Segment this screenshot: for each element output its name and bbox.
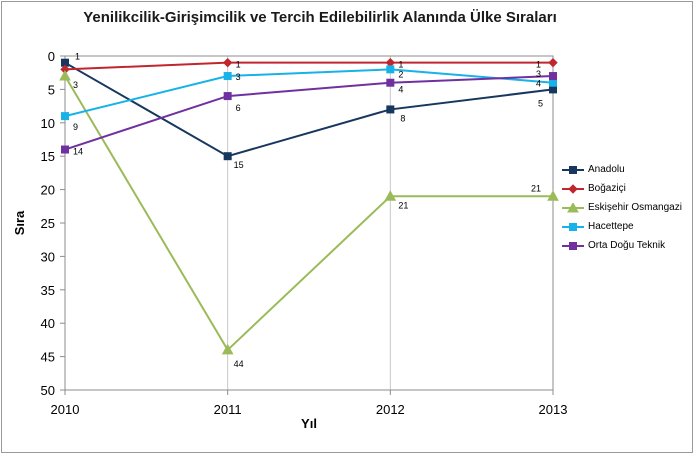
y-tick-label: 45 xyxy=(41,350,55,365)
series-line xyxy=(64,75,553,352)
legend-label: Eskişehir Osmangazi xyxy=(588,202,682,213)
data-point xyxy=(549,78,557,87)
data-label: 44 xyxy=(234,359,244,369)
legend-item: Boğaziçi xyxy=(562,179,692,198)
series-bo-azi-i xyxy=(60,57,558,75)
series-line xyxy=(64,61,553,71)
y-axis-label: Sıra xyxy=(12,210,27,235)
data-label: 1 xyxy=(536,60,541,70)
data-point xyxy=(548,57,558,68)
data-label: 3 xyxy=(236,72,241,82)
data-label: 8 xyxy=(400,113,405,123)
legend-marker xyxy=(569,165,577,174)
data-point xyxy=(223,152,232,161)
y-tick-label: 25 xyxy=(41,216,55,231)
legend-item: Anadolu xyxy=(562,160,692,179)
data-label: 21 xyxy=(531,183,541,193)
data-label: 21 xyxy=(398,200,408,210)
series-eski-ehir-osmangazi xyxy=(59,70,559,355)
data-label: 6 xyxy=(236,103,241,113)
series-hacettepe xyxy=(61,65,557,121)
data-label: 1 xyxy=(398,60,403,70)
data-point xyxy=(59,70,71,81)
series-orta-do-u-teknik xyxy=(61,72,557,154)
data-label: 5 xyxy=(538,98,543,108)
legend-label: Hacettepe xyxy=(588,221,634,232)
legend-item: Hacettepe xyxy=(562,217,692,236)
data-point xyxy=(386,105,395,114)
y-tick-label: 40 xyxy=(41,316,55,331)
data-point xyxy=(221,343,234,355)
legend-swatch xyxy=(562,202,584,212)
y-tick-label: 30 xyxy=(41,249,55,264)
legend-label: Anadolu xyxy=(588,164,625,175)
data-label: 4 xyxy=(536,79,541,89)
data-label: 3 xyxy=(536,69,541,79)
legend-swatch xyxy=(562,183,584,194)
data-point xyxy=(61,145,69,154)
data-label: 14 xyxy=(73,147,83,157)
series-anadolu xyxy=(61,58,557,161)
legend-marker xyxy=(568,183,578,194)
data-label: 1 xyxy=(236,60,241,70)
x-tick-label: 2012 xyxy=(376,402,405,417)
y-tick-label: 10 xyxy=(41,116,55,131)
legend-item: Eskişehir Osmangazi xyxy=(562,198,692,217)
x-tick-label: 2010 xyxy=(51,402,80,417)
data-point xyxy=(223,72,232,81)
legend-marker xyxy=(569,241,577,250)
legend-marker xyxy=(569,222,577,231)
data-label: 3 xyxy=(73,80,78,90)
data-label: 2 xyxy=(398,69,403,79)
series-line xyxy=(64,75,554,151)
x-tick-label: 2011 xyxy=(214,402,242,417)
data-label: 1 xyxy=(75,52,80,62)
plot-area xyxy=(64,55,554,391)
data-label: 4 xyxy=(398,85,403,95)
y-tick-label: 15 xyxy=(41,149,55,164)
y-tick-label: 35 xyxy=(41,283,55,298)
data-point xyxy=(61,112,69,121)
y-tick-label: 50 xyxy=(41,383,55,398)
data-point xyxy=(223,92,232,101)
data-point xyxy=(386,78,395,87)
legend-item: Orta Doğu Teknik xyxy=(562,236,692,255)
legend-swatch xyxy=(562,241,584,250)
data-point xyxy=(549,85,557,94)
legend-swatch xyxy=(562,222,584,231)
data-point xyxy=(386,65,395,74)
data-label: 9 xyxy=(73,122,78,132)
data-point xyxy=(222,57,233,68)
legend-swatch xyxy=(562,165,584,174)
x-tick-label: 2013 xyxy=(539,402,568,417)
data-label: 15 xyxy=(234,160,244,170)
data-point xyxy=(547,190,559,201)
data-point xyxy=(549,72,557,81)
series-line xyxy=(64,61,554,158)
x-axis-label: Yıl xyxy=(301,416,317,431)
legend-label: Boğaziçi xyxy=(588,183,626,194)
series-line xyxy=(64,68,554,118)
chart-title: Yenilikcilik-Girişimcilik ve Tercih Edil… xyxy=(83,9,557,26)
data-point xyxy=(384,190,397,201)
chart-legend: Anadolu Boğaziçi Eskişehir Osmangazi Hacett… xyxy=(562,160,692,255)
legend-marker xyxy=(567,202,579,212)
y-tick-label: 20 xyxy=(41,183,55,198)
y-tick-label: 0 xyxy=(48,49,55,64)
legend-label: Orta Doğu Teknik xyxy=(588,240,666,251)
y-tick-label: 5 xyxy=(48,82,55,97)
